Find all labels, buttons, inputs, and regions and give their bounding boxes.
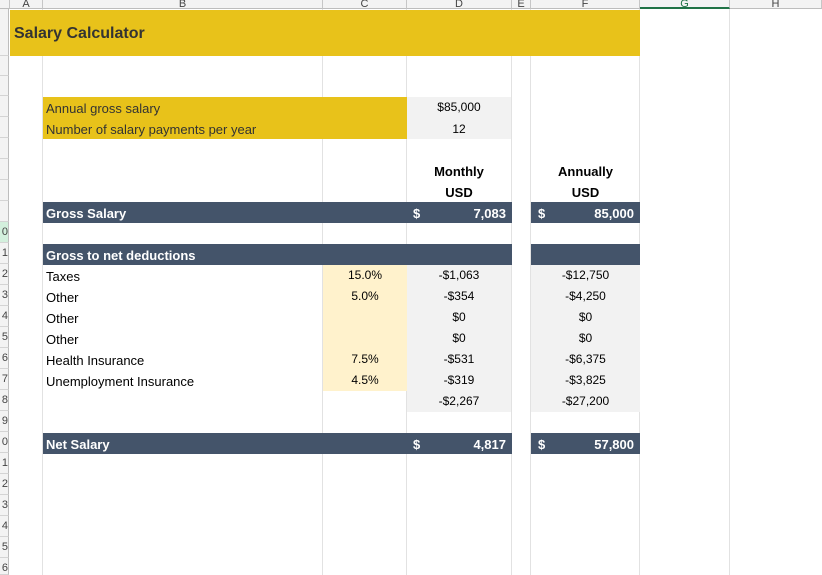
- column-header-a[interactable]: A: [10, 0, 43, 9]
- deduction-label-unemployment: Unemployment Insurance: [46, 374, 195, 389]
- deduction-rate-health[interactable]: 7.5%: [351, 352, 379, 366]
- row-header[interactable]: 6: [0, 558, 9, 575]
- monthly-column-band: [407, 265, 511, 412]
- gridline: [511, 9, 512, 575]
- row-header[interactable]: 1: [0, 453, 9, 474]
- deductions-total-annual: -$27,200: [561, 394, 610, 408]
- deduction-monthly-other-3: $0: [452, 331, 466, 345]
- column-header-g[interactable]: G: [640, 0, 730, 9]
- row-header[interactable]: 0: [0, 222, 9, 243]
- sheet-title: Salary Calculator: [14, 25, 145, 42]
- row-header[interactable]: 2: [0, 264, 9, 285]
- deduction-monthly-other-2: $0: [452, 310, 466, 324]
- net-salary-label: Net Salary: [46, 437, 110, 452]
- column-header-f[interactable]: F: [531, 0, 640, 9]
- gridline: [42, 9, 43, 575]
- deduction-rate-other-1[interactable]: 5.0%: [351, 289, 379, 303]
- row-header[interactable]: 5: [0, 327, 9, 348]
- input-values-band: [407, 97, 511, 139]
- deduction-monthly-other-1: -$354: [443, 289, 475, 303]
- row-header[interactable]: [0, 117, 9, 138]
- deduction-annual-taxes: -$12,750: [561, 268, 610, 282]
- gross-annual-cell: [531, 202, 640, 223]
- gridline: [530, 9, 531, 575]
- deduction-monthly-taxes: -$1,063: [438, 268, 480, 282]
- net-monthly-currency: $: [413, 437, 421, 452]
- row-header[interactable]: 5: [0, 537, 9, 558]
- deduction-annual-unemployment: -$3,825: [565, 373, 606, 387]
- row-header[interactable]: 3: [0, 285, 9, 306]
- deductions-total-monthly: -$2,267: [438, 394, 480, 408]
- row-header[interactable]: 7: [0, 369, 9, 390]
- net-salary-row: [43, 433, 512, 454]
- row-header[interactable]: [0, 159, 9, 180]
- gross-monthly-currency: $: [413, 206, 421, 221]
- row-header[interactable]: 9: [0, 411, 9, 432]
- deduction-annual-health: -$6,375: [565, 352, 606, 366]
- net-annual-cell: [531, 433, 640, 454]
- row-header[interactable]: [0, 201, 9, 222]
- row-header[interactable]: 4: [0, 516, 9, 537]
- annual-gross-label: Annual gross salary: [46, 101, 161, 116]
- deduction-monthly-health: -$531: [443, 352, 475, 366]
- deduction-label-other-1: Other: [46, 290, 79, 305]
- column-header-e[interactable]: E: [512, 0, 531, 9]
- annual-column-band: [531, 265, 640, 412]
- input-labels-band: [43, 97, 407, 139]
- deduction-label-other-2: Other: [46, 311, 79, 326]
- deductions-title: Gross to net deductions: [46, 248, 196, 263]
- row-header[interactable]: [0, 138, 9, 159]
- gross-salary-label: Gross Salary: [46, 206, 127, 221]
- gridline: [729, 9, 730, 575]
- deduction-annual-other-2: $0: [578, 310, 593, 324]
- monthly-header: Monthly: [434, 164, 484, 179]
- rate-column-band: [323, 265, 407, 391]
- row-header[interactable]: 3: [0, 495, 9, 516]
- gross-monthly-value: 7,083: [473, 206, 506, 221]
- row-header[interactable]: [0, 76, 9, 96]
- deductions-header-row: [43, 244, 512, 265]
- net-annual-currency: $: [538, 437, 546, 452]
- deduction-rate-taxes[interactable]: 15.0%: [347, 268, 383, 282]
- gross-annual-value: 85,000: [594, 206, 634, 221]
- gridline: [322, 9, 323, 575]
- deduction-label-health: Health Insurance: [46, 353, 145, 368]
- payments-per-year-input[interactable]: 12: [452, 122, 466, 136]
- gross-annual-currency: $: [538, 206, 546, 221]
- annually-unit: USD: [571, 185, 600, 200]
- column-header-d[interactable]: D: [407, 0, 512, 9]
- row-header[interactable]: 0: [0, 432, 9, 453]
- row-header[interactable]: [0, 9, 9, 56]
- column-header-h[interactable]: H: [730, 0, 822, 9]
- deduction-annual-other-3: $0: [578, 331, 593, 345]
- monthly-unit: USD: [445, 185, 473, 200]
- row-header[interactable]: [0, 96, 9, 117]
- gross-salary-row: [43, 202, 512, 223]
- row-header[interactable]: 4: [0, 306, 9, 327]
- select-all-corner[interactable]: [0, 0, 10, 9]
- column-header-c[interactable]: C: [323, 0, 407, 9]
- column-header-b[interactable]: B: [43, 0, 323, 9]
- net-monthly-value: 4,817: [473, 437, 506, 452]
- deduction-rate-unemployment[interactable]: 4.5%: [351, 373, 379, 387]
- title-banner: [10, 10, 640, 56]
- deduction-monthly-unemployment: -$319: [443, 373, 475, 387]
- row-header[interactable]: 2: [0, 474, 9, 495]
- row-header[interactable]: 6: [0, 348, 9, 369]
- annually-header: Annually: [558, 164, 613, 179]
- net-annual-value: 57,800: [594, 437, 634, 452]
- deduction-label-other-3: Other: [46, 332, 79, 347]
- row-header[interactable]: 1: [0, 243, 9, 264]
- row-header[interactable]: [0, 56, 9, 76]
- deduction-annual-other-1: -$4,250: [565, 289, 606, 303]
- annual-gross-input[interactable]: $85,000: [437, 100, 481, 114]
- payments-per-year-label: Number of salary payments per year: [46, 122, 257, 137]
- row-header[interactable]: [0, 180, 9, 201]
- deductions-header-annual: [531, 244, 640, 265]
- deduction-label-taxes: Taxes: [46, 269, 80, 284]
- row-header[interactable]: 8: [0, 390, 9, 411]
